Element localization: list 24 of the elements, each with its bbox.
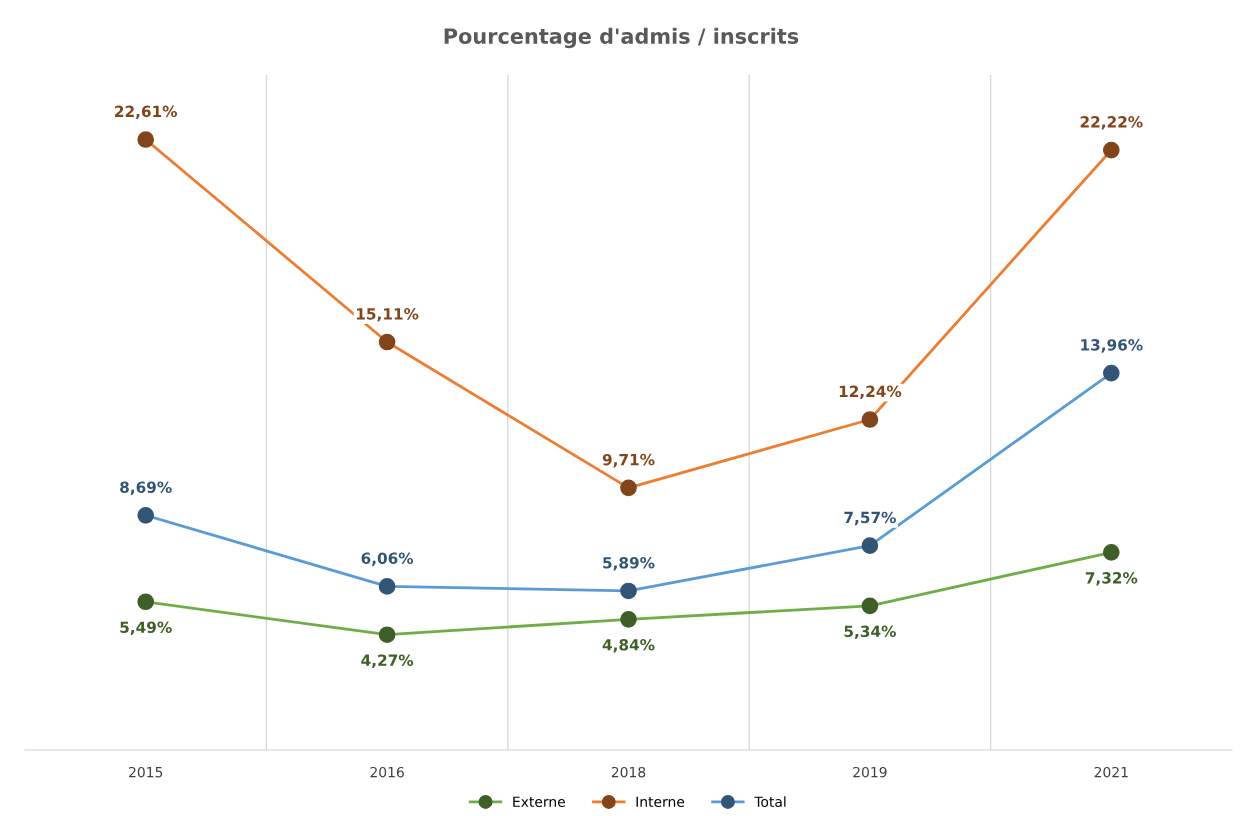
data-label: 7,57%: [844, 511, 896, 526]
x-tick-label: 2018: [611, 766, 646, 778]
x-tick-label: 2021: [1094, 766, 1128, 778]
data-label: 12,24%: [839, 385, 902, 400]
data-label: 22,61%: [115, 105, 178, 120]
x-tick-label: 2016: [370, 766, 404, 778]
data-label: 4,84%: [602, 639, 655, 653]
data-label: 22,22%: [1080, 116, 1143, 130]
x-tick-label: 2015: [129, 766, 163, 778]
chart-title: Pourcentage d'admis / inscrits: [444, 27, 799, 49]
data-label: 8,69%: [120, 481, 172, 495]
data-label: 7,32%: [1085, 572, 1138, 586]
x-tick-label: 2019: [853, 766, 887, 778]
legend-label: Interne: [636, 796, 685, 807]
data-label: 5,89%: [603, 557, 655, 571]
data-label: 15,11%: [357, 308, 419, 322]
data-label: 4,27%: [361, 654, 414, 668]
legend-label: Total: [754, 796, 786, 807]
data-label: 5,34%: [844, 625, 896, 640]
legend-label: Externe: [513, 796, 565, 807]
data-label: 13,96%: [1081, 339, 1143, 353]
data-label: 6,06%: [361, 552, 414, 566]
data-label: 9,71%: [602, 453, 655, 468]
data-label: 5,49%: [120, 621, 172, 635]
